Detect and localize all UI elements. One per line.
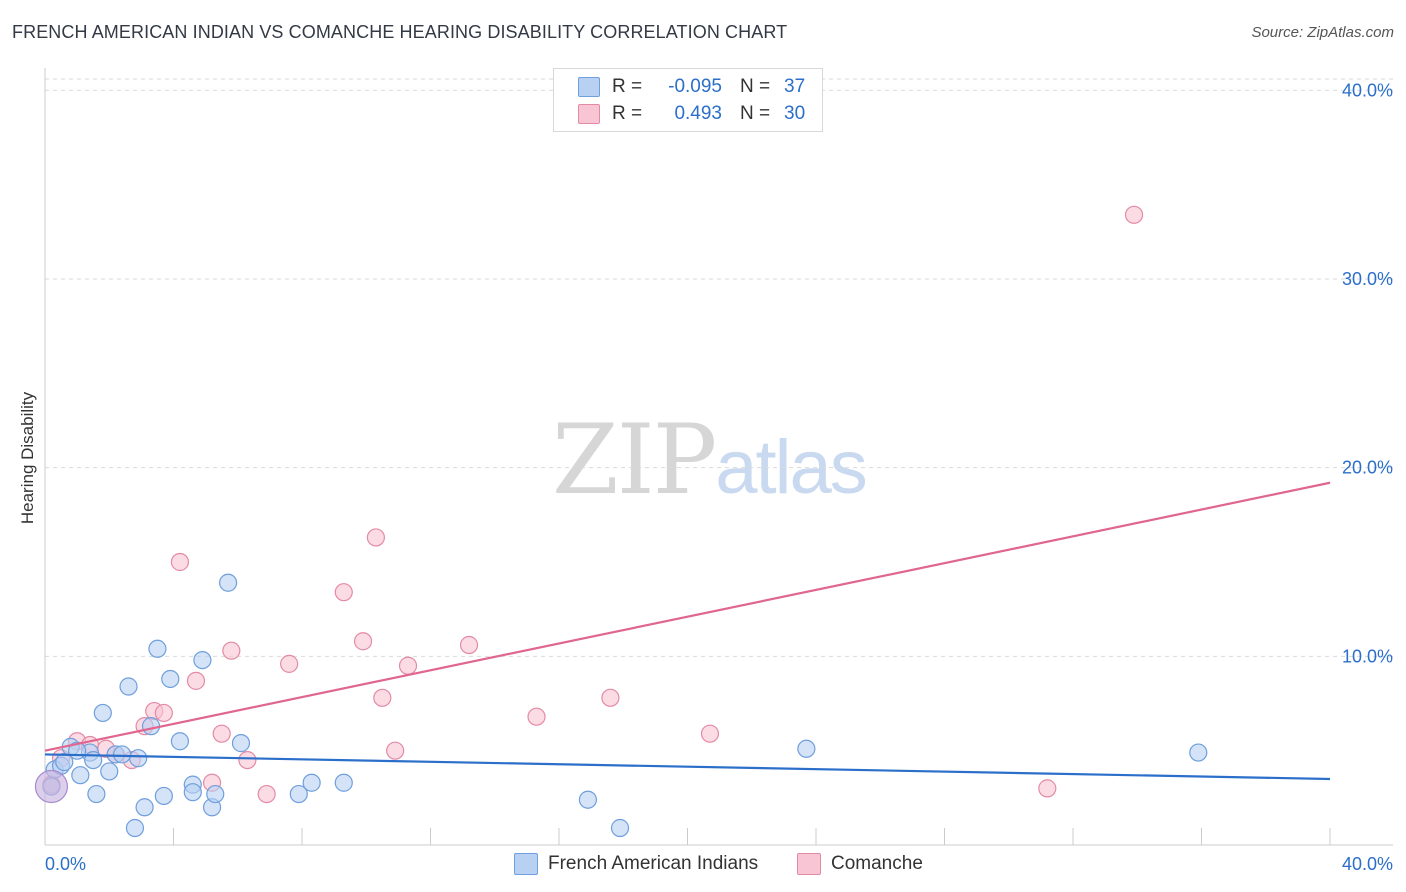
comanche-point xyxy=(353,632,373,651)
n-label: N = xyxy=(740,76,771,97)
y-axis-label: Hearing Disability xyxy=(18,391,37,525)
comanche-point xyxy=(186,671,206,690)
y-tick-label: 40.0% xyxy=(1342,80,1393,100)
french-american-indians-point xyxy=(289,784,308,804)
comanche-point xyxy=(1124,205,1144,224)
french-american-indians-point xyxy=(206,784,225,804)
r-value: 0.493 xyxy=(674,103,722,124)
french-american-indians-point xyxy=(170,732,190,751)
french-american-indians-point xyxy=(334,773,353,792)
r-label: R = xyxy=(612,76,643,97)
french-american-indians-point xyxy=(93,703,112,723)
comanche-point xyxy=(154,703,173,723)
french-american-indians-point xyxy=(302,773,321,792)
comanche-point xyxy=(1038,779,1057,798)
pink-swatch xyxy=(578,104,600,124)
comanche-point xyxy=(280,654,299,673)
comanche-point xyxy=(527,707,546,726)
french-american-indians-point xyxy=(87,784,106,804)
french-american-indians-point xyxy=(797,739,816,758)
comanche-point xyxy=(334,583,353,602)
stats-legend: R = -0.095 N = 37 R = 0.493 N = 30 xyxy=(553,68,823,132)
watermark-zip: ZIP xyxy=(552,404,717,516)
x-tick-label: 0.0% xyxy=(45,854,86,874)
french-american-indians-point xyxy=(141,717,161,736)
r-label: R = xyxy=(612,103,643,124)
french-american-indians-point xyxy=(148,639,167,658)
legend-item-comanche: Comanche xyxy=(797,852,923,876)
watermark: ZIPatlas xyxy=(552,404,868,516)
blue-swatch xyxy=(578,77,600,97)
french-american-indians-point xyxy=(135,798,154,817)
french-american-indians-point xyxy=(219,573,238,592)
comanche-point xyxy=(386,741,405,760)
comanche-point xyxy=(459,635,479,655)
y-tick-label: 30.0% xyxy=(1342,269,1393,289)
french-american-indians-point xyxy=(610,818,630,838)
french-american-indians-point xyxy=(71,766,90,785)
french-american-indians-point xyxy=(112,745,132,764)
comanche-point xyxy=(366,528,385,547)
source-credit: Source: ZipAtlas.com xyxy=(1251,24,1394,41)
french-american-indians-point xyxy=(578,790,598,809)
y-tick-label: 10.0% xyxy=(1342,646,1393,666)
stats-legend-row-pink: R = 0.493 N = 30 xyxy=(578,101,805,127)
french-american-indians-point xyxy=(100,762,119,781)
french-american-indians-point xyxy=(129,749,148,768)
r-value: -0.095 xyxy=(668,76,722,97)
comanche-point xyxy=(170,552,190,572)
x-tick-label: 40.0% xyxy=(1342,854,1393,874)
french-american-indians-point xyxy=(125,818,145,838)
french-american-indians-point xyxy=(183,783,202,802)
overlap-cluster-point xyxy=(34,769,69,804)
legend-label: Comanche xyxy=(831,853,923,874)
french-american-indians-point xyxy=(55,752,74,772)
comanche-point xyxy=(222,641,241,660)
n-value: 37 xyxy=(784,76,806,97)
comanche-trendline xyxy=(44,481,1331,752)
n-value: 30 xyxy=(784,103,806,124)
french-american-indians-point xyxy=(119,677,138,696)
french-american-indians-trendline xyxy=(44,753,1331,781)
french-american-indians-point xyxy=(231,734,251,753)
french-american-indians-point xyxy=(154,786,173,806)
comanche-point xyxy=(257,784,276,804)
french-american-indians-point xyxy=(1189,743,1208,762)
comanche-point xyxy=(700,724,720,743)
comanche-point xyxy=(398,656,418,675)
n-label: N = xyxy=(740,103,771,124)
legend-label: French American Indians xyxy=(548,853,759,874)
comanche-point xyxy=(601,688,620,707)
legend-swatch-blue xyxy=(514,853,538,875)
comanche-point xyxy=(373,688,392,707)
chart-title: FRENCH AMERICAN INDIAN VS COMANCHE HEARI… xyxy=(12,22,788,42)
y-tick-label: 20.0% xyxy=(1342,458,1393,478)
french-american-indians-point xyxy=(193,650,212,670)
stats-legend-row-blue: R = -0.095 N = 37 xyxy=(578,74,805,100)
legend-item-french-american-indians: French American Indians xyxy=(514,852,758,876)
comanche-point xyxy=(238,750,257,770)
french-american-indians-point xyxy=(161,669,180,689)
comanche-point xyxy=(212,724,231,743)
legend-swatch-pink xyxy=(797,853,821,875)
